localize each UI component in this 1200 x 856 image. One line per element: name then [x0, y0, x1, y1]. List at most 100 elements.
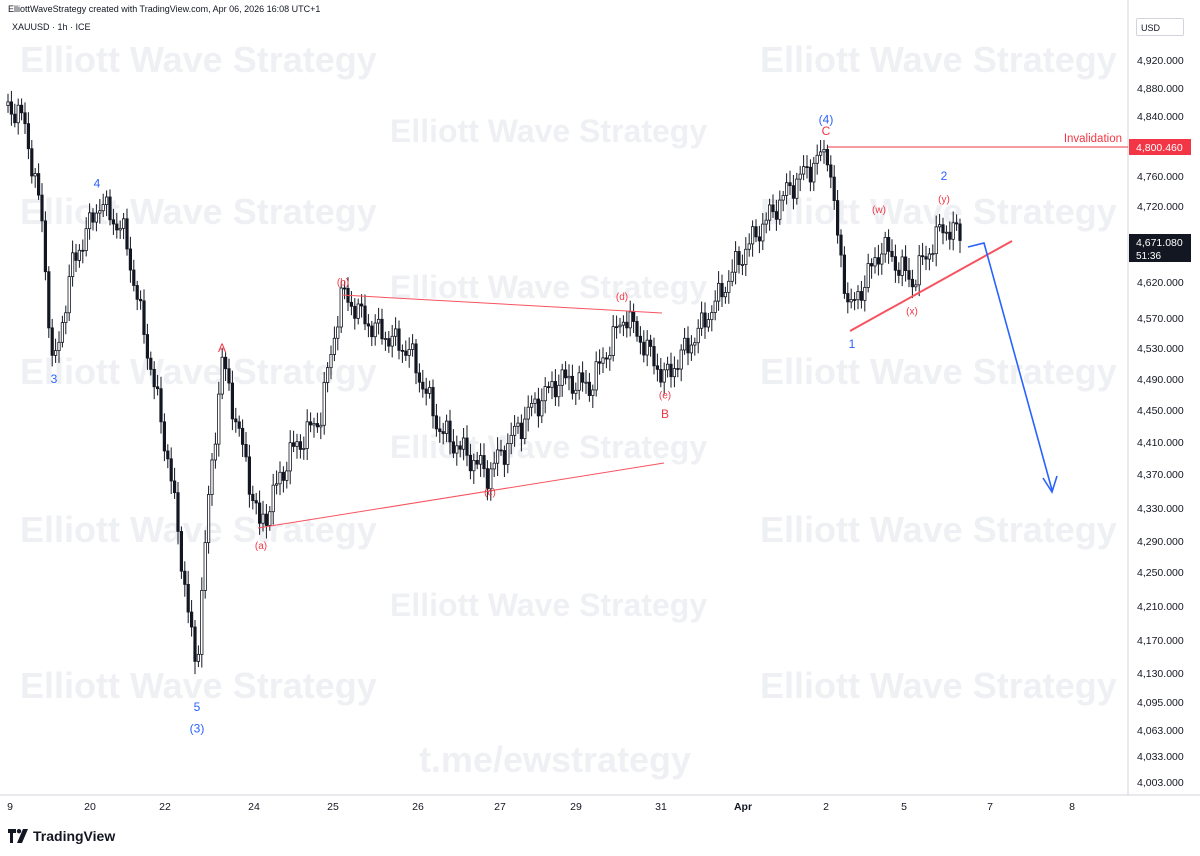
candle — [376, 307, 381, 335]
wave-label: (d) — [616, 292, 628, 303]
chart-credit: ElliottWaveStrategy created with Trading… — [8, 4, 321, 14]
candle — [247, 444, 251, 508]
candle — [744, 237, 748, 276]
candle — [791, 174, 796, 210]
candle — [60, 315, 65, 348]
invalidation-label: Invalidation — [1064, 133, 1122, 145]
candle — [478, 443, 483, 477]
y-tick-label: 4,530.000 — [1137, 343, 1184, 355]
candle — [934, 215, 938, 267]
candle — [220, 347, 224, 400]
candle — [489, 462, 493, 501]
watermark-text: Elliott Wave Strategy — [390, 113, 707, 149]
triangle-upper-line[interactable] — [341, 294, 663, 314]
wave-label: (x) — [906, 306, 918, 317]
watermark-text: Elliott Wave Strategy — [760, 351, 1117, 392]
candle — [390, 324, 394, 358]
tradingview-logo[interactable]: TradingView — [8, 828, 115, 844]
candle — [223, 352, 228, 381]
candle — [206, 485, 211, 554]
x-tick-label: 9 — [7, 801, 13, 813]
candle — [98, 199, 102, 224]
candle — [495, 437, 500, 477]
y-tick-label: 4,330.000 — [1137, 503, 1184, 515]
candle — [587, 372, 592, 402]
wave-label: (a) — [255, 541, 267, 552]
candle — [577, 365, 581, 400]
candle — [683, 327, 687, 355]
wave-label: C — [822, 124, 831, 138]
candle — [506, 433, 510, 474]
candle — [553, 369, 558, 406]
candle — [880, 242, 884, 275]
projection-arrowhead — [1042, 475, 1058, 494]
candle — [342, 280, 347, 300]
candle — [625, 311, 629, 338]
candle — [37, 163, 41, 200]
projection-path[interactable] — [967, 242, 1053, 491]
candle — [441, 422, 445, 445]
watermark-text: Elliott Wave Strategy — [760, 509, 1117, 550]
candle — [502, 445, 507, 478]
candle — [601, 347, 605, 373]
candle — [64, 305, 68, 335]
candle — [302, 436, 306, 460]
candle — [727, 270, 731, 304]
candle — [101, 193, 105, 218]
candle — [897, 262, 901, 284]
x-tick-label: 20 — [84, 801, 96, 813]
candle — [523, 406, 527, 445]
candle — [958, 218, 962, 254]
candle — [94, 204, 98, 232]
candle — [567, 364, 571, 391]
candle — [570, 364, 575, 400]
candle — [230, 370, 234, 431]
candle — [13, 103, 17, 128]
candle — [645, 330, 649, 367]
candle — [761, 212, 765, 251]
y-tick-label: 4,760.000 — [1137, 171, 1184, 183]
wave-label: (4) — [819, 113, 834, 127]
candle — [876, 244, 881, 276]
candle — [196, 645, 200, 668]
candle — [176, 481, 180, 545]
wave-label: (c) — [484, 487, 496, 498]
candle — [951, 211, 955, 251]
watermark-text: Elliott Wave Strategy — [20, 351, 377, 392]
invalidation-price-tag — [1129, 139, 1191, 155]
candle — [6, 93, 10, 113]
candle — [530, 395, 534, 417]
candle — [438, 416, 442, 443]
candle — [142, 289, 146, 344]
x-tick-label: 7 — [987, 801, 993, 813]
candle — [285, 461, 289, 489]
candle — [122, 212, 126, 240]
candle — [33, 167, 37, 188]
wedge-lower-line[interactable] — [849, 240, 1013, 332]
y-tick-label: 4,170.000 — [1137, 635, 1184, 647]
candle — [77, 244, 81, 268]
candle — [366, 314, 371, 338]
candle — [924, 245, 928, 271]
candle — [43, 211, 48, 281]
currency-selector[interactable]: USD — [1136, 18, 1184, 36]
candle — [325, 362, 330, 393]
candle — [621, 315, 626, 337]
candle — [183, 561, 187, 597]
candle — [50, 318, 54, 367]
candle — [264, 504, 269, 539]
y-tick-label: 4,920.000 — [1137, 55, 1184, 67]
candle — [547, 381, 551, 394]
candle — [526, 395, 530, 432]
watermark-text: Elliott Wave Strategy — [760, 665, 1117, 706]
candle — [839, 229, 843, 268]
symbol-legend[interactable]: XAUUSD · 1h · ICE — [12, 22, 91, 32]
candle — [638, 326, 643, 355]
triangle-lower-line[interactable] — [257, 462, 665, 529]
candle — [900, 249, 904, 287]
candle — [370, 320, 374, 347]
candle — [598, 349, 602, 375]
candle — [271, 473, 275, 525]
candle — [615, 315, 619, 339]
